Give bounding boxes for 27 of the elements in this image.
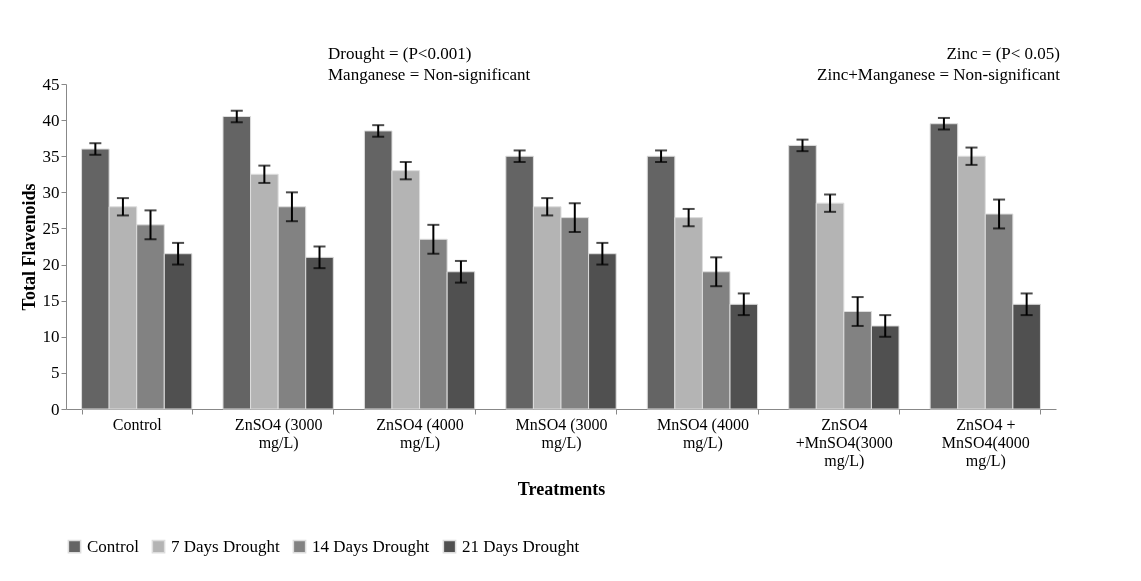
x-axis-title: Treatments <box>517 478 606 499</box>
text: Manganese = Non-significant <box>328 65 531 84</box>
y-tick-label: 15 <box>42 291 60 311</box>
text: Zinc+Manganese = Non-significant <box>817 65 1061 84</box>
x-tick-label: Control <box>112 415 163 433</box>
legend-label: 7 Days Drought <box>171 536 280 556</box>
x-tick-label: ZnSO4 (4000 mg/L) <box>376 415 464 452</box>
y-tick-label: 5 <box>51 363 60 383</box>
x-tick-label: ZnSO4 (3000 mg/L) <box>234 415 323 452</box>
y-tick-label: 20 <box>42 255 60 275</box>
x-tick-label: MnSO4 (4000 mg/L) <box>656 415 749 452</box>
legend-label: Control <box>87 536 140 556</box>
y-tick-label: 40 <box>42 110 60 130</box>
text: Drought = (P<0.001) <box>328 44 472 63</box>
y-tick-label: 25 <box>42 218 60 238</box>
legend-label: 14 Days Drought <box>312 536 430 556</box>
y-tick-label: 10 <box>42 327 60 347</box>
legend-label: 21 Days Drought <box>462 536 580 556</box>
x-tick-label: ZnSO4 +MnSO4(3000 mg/L) <box>795 415 893 470</box>
y-tick-label: 45 <box>42 74 60 94</box>
y-axis-title: Total Flavenoids <box>18 183 39 311</box>
text: Zinc = (P< 0.05) <box>946 44 1060 63</box>
x-tick-label: ZnSO4 + MnSO4(4000 mg/L) <box>941 415 1030 470</box>
y-tick-label: 0 <box>51 399 60 419</box>
y-tick-label: 35 <box>42 146 60 166</box>
x-tick-label: MnSO4 (3000 mg/L) <box>515 415 608 452</box>
y-tick-label: 30 <box>42 182 60 202</box>
